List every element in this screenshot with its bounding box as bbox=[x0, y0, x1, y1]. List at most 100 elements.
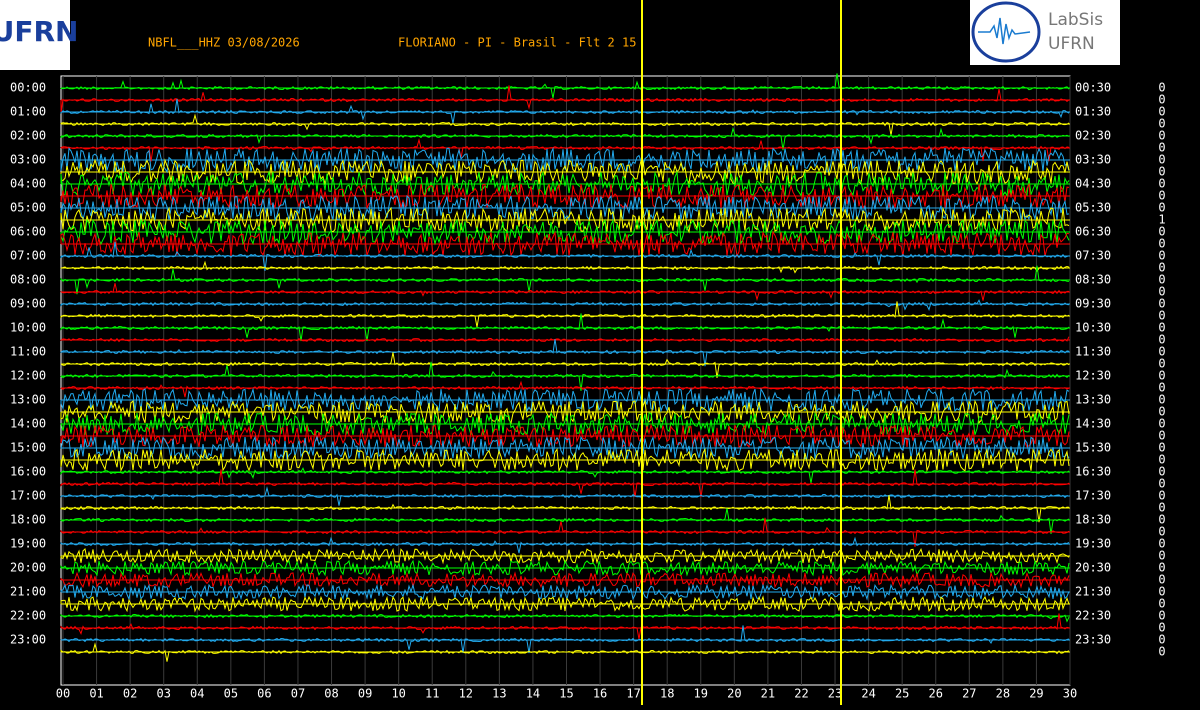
seismic-trace bbox=[60, 467, 1070, 484]
event-count: 0 bbox=[1158, 321, 1165, 335]
x-label: 06 bbox=[257, 687, 271, 701]
event-count: 0 bbox=[1158, 441, 1165, 455]
x-label: 00 bbox=[56, 687, 70, 701]
event-count: 0 bbox=[1158, 297, 1165, 311]
event-count: 0 bbox=[1158, 129, 1165, 143]
event-count: 0 bbox=[1158, 597, 1165, 611]
left-time-label: 22:00 bbox=[10, 609, 46, 623]
event-count: 0 bbox=[1158, 261, 1165, 275]
seismic-trace bbox=[60, 536, 1070, 554]
x-label: 20 bbox=[727, 687, 741, 701]
right-time-label: 02:30 bbox=[1075, 129, 1111, 143]
left-time-label: 23:00 bbox=[10, 633, 46, 647]
seismic-trace bbox=[60, 260, 1070, 274]
seismic-trace bbox=[60, 435, 1070, 461]
x-label: 05 bbox=[224, 687, 238, 701]
left-time-label: 04:00 bbox=[10, 177, 46, 191]
event-count: 0 bbox=[1158, 273, 1165, 287]
x-label: 12 bbox=[459, 687, 473, 701]
right-time-label: 15:30 bbox=[1075, 441, 1111, 455]
event-count: 0 bbox=[1158, 633, 1165, 647]
event-count: 0 bbox=[1158, 585, 1165, 599]
x-label: 15 bbox=[559, 687, 573, 701]
left-time-label: 21:00 bbox=[10, 585, 46, 599]
event-count: 0 bbox=[1158, 549, 1165, 563]
left-time-label: 12:00 bbox=[10, 369, 46, 383]
seismic-trace bbox=[60, 380, 1070, 398]
left-time-label: 08:00 bbox=[10, 273, 46, 287]
event-count: 0 bbox=[1158, 609, 1165, 623]
seismic-trace bbox=[60, 299, 1070, 311]
event-count: 0 bbox=[1158, 429, 1165, 443]
x-label: 30 bbox=[1063, 687, 1077, 701]
x-label: 01 bbox=[89, 687, 103, 701]
seismic-trace bbox=[60, 218, 1070, 246]
event-count: 0 bbox=[1158, 405, 1165, 419]
event-count: 0 bbox=[1158, 237, 1165, 251]
event-count: 0 bbox=[1158, 465, 1165, 479]
seismic-trace bbox=[60, 625, 1070, 654]
seismic-trace bbox=[60, 559, 1070, 577]
seismic-trace bbox=[60, 642, 1070, 662]
seismic-trace bbox=[60, 73, 1070, 99]
event-count: 0 bbox=[1158, 513, 1165, 527]
event-count: 0 bbox=[1158, 93, 1165, 107]
right-time-label: 11:30 bbox=[1075, 345, 1111, 359]
seismic-trace bbox=[60, 547, 1070, 565]
right-time-label: 20:30 bbox=[1075, 561, 1111, 575]
x-label: 16 bbox=[593, 687, 607, 701]
seismic-trace bbox=[60, 339, 1070, 367]
x-label: 09 bbox=[358, 687, 372, 701]
seismic-trace bbox=[60, 194, 1070, 222]
x-label: 04 bbox=[190, 687, 204, 701]
seismic-trace bbox=[60, 423, 1070, 448]
event-count: 0 bbox=[1158, 81, 1165, 95]
seismic-trace bbox=[60, 206, 1070, 234]
x-label: 10 bbox=[391, 687, 405, 701]
seismic-trace bbox=[60, 486, 1070, 506]
right-logo-bottom: UFRN bbox=[1048, 34, 1095, 54]
seismic-trace bbox=[60, 138, 1070, 162]
right-time-label: 13:30 bbox=[1075, 393, 1111, 407]
event-count: 0 bbox=[1158, 573, 1165, 587]
event-count: 0 bbox=[1158, 381, 1165, 395]
seismic-trace bbox=[60, 265, 1070, 295]
event-count: 0 bbox=[1158, 477, 1165, 491]
left-time-label: 05:00 bbox=[10, 201, 46, 215]
left-time-label: 20:00 bbox=[10, 561, 46, 575]
x-label: 17 bbox=[626, 687, 640, 701]
right-time-label: 05:30 bbox=[1075, 201, 1111, 215]
right-time-label: 01:30 bbox=[1075, 105, 1111, 119]
event-count: 0 bbox=[1158, 177, 1165, 191]
seismic-trace bbox=[60, 283, 1069, 302]
x-label: 28 bbox=[996, 687, 1010, 701]
event-count: 0 bbox=[1158, 249, 1165, 263]
event-count: 0 bbox=[1158, 309, 1165, 323]
event-count: 0 bbox=[1158, 489, 1165, 503]
right-time-label: 09:30 bbox=[1075, 297, 1111, 311]
left-time-label: 06:00 bbox=[10, 225, 46, 239]
right-time-label: 04:30 bbox=[1075, 177, 1111, 191]
event-count: 0 bbox=[1158, 393, 1165, 407]
event-count: 0 bbox=[1158, 645, 1165, 659]
x-label: 03 bbox=[156, 687, 170, 701]
right-time-label: 08:30 bbox=[1075, 273, 1111, 287]
right-time-label: 16:30 bbox=[1075, 465, 1111, 479]
right-time-label: 23:30 bbox=[1075, 633, 1111, 647]
right-time-label: 14:30 bbox=[1075, 417, 1111, 431]
x-label: 08 bbox=[324, 687, 338, 701]
x-label: 23 bbox=[828, 687, 842, 701]
right-time-label: 06:30 bbox=[1075, 225, 1111, 239]
seismic-trace bbox=[60, 336, 1070, 343]
logo-wave bbox=[978, 17, 1031, 45]
event-count: 0 bbox=[1158, 369, 1165, 383]
seismic-trace bbox=[60, 352, 1070, 378]
seismic-trace bbox=[60, 126, 1070, 151]
x-label: 24 bbox=[861, 687, 875, 701]
left-time-label: 00:00 bbox=[10, 81, 46, 95]
left-time-label: 16:00 bbox=[10, 465, 46, 479]
station-title: NBFL___HHZ 03/08/2026 bbox=[148, 36, 300, 50]
event-count: 0 bbox=[1158, 117, 1165, 131]
left-logo-box bbox=[0, 0, 70, 70]
